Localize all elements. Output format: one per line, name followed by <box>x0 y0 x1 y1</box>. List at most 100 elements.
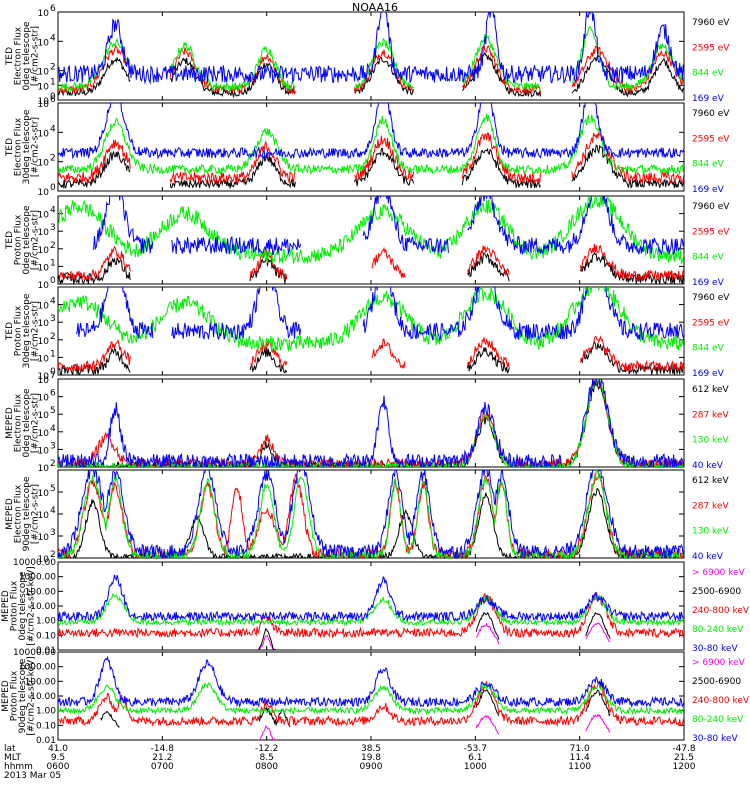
legend-entry: 30-80 keV <box>692 734 738 744</box>
x-tick-mlt: 9.5 <box>51 753 65 763</box>
series-line <box>58 379 684 467</box>
legend-entry: 169 eV <box>692 185 725 195</box>
legend-entry: 612 keV <box>692 385 729 395</box>
y-tick-label: 1.00 <box>36 707 56 717</box>
y-axis-label: MEPED <box>5 407 15 439</box>
y-tick-label: 10 <box>38 511 50 521</box>
y-tick-label: 10 <box>38 446 50 456</box>
legend-entry: 7960 eV <box>692 18 730 28</box>
y-tick-exponent: 0 <box>50 92 56 102</box>
legend-entry: 844 eV <box>692 69 725 79</box>
y-tick-label: 10 <box>38 188 50 198</box>
series-line <box>58 470 684 558</box>
y-axis-label: Electron Flux <box>14 484 24 543</box>
y-tick-label: 10 <box>38 211 50 221</box>
y-tick-label: 10000.00 <box>13 648 56 658</box>
y-tick-label: 10 <box>38 319 50 329</box>
legend-entry: 130 keV <box>692 527 729 537</box>
y-axis-label: Electron Flux <box>14 393 24 452</box>
x-tick-mlt: 21.2 <box>152 753 172 763</box>
y-tick-label: 10 <box>38 533 50 543</box>
chart-title: NOAA16 <box>351 1 399 14</box>
series-line <box>58 43 684 96</box>
y-tick-label: 10 <box>38 302 50 312</box>
legend-entry: 7960 eV <box>692 202 730 212</box>
legend-entry: 240-800 keV <box>692 606 750 616</box>
legend-entry: 7960 eV <box>692 109 730 119</box>
y-tick-label: 10 <box>38 354 50 364</box>
y-tick-exponent: 2 <box>50 332 56 342</box>
x-tick-mlt: 8.5 <box>260 753 274 763</box>
series-line <box>58 196 684 266</box>
series-line <box>58 103 684 160</box>
y-axis-label: Electron Flux <box>14 117 24 176</box>
y-tick-label: 10000.00 <box>13 558 56 568</box>
y-tick-exponent: 3 <box>50 314 56 324</box>
series-line <box>58 574 684 623</box>
y-axis-label: 0deg telescope <box>22 388 32 458</box>
y-axis-label: TED <box>5 138 15 157</box>
y-tick-label: 10 <box>38 9 50 19</box>
y-axis-label: Proton Flux <box>14 214 24 265</box>
series-line <box>93 196 684 256</box>
series-line <box>58 12 684 85</box>
legend-entry: 169 eV <box>692 369 725 379</box>
x-tick-lat: -12.2 <box>255 744 278 754</box>
y-axis-label: Proton Flux <box>10 670 20 721</box>
y-tick-exponent: 5 <box>50 406 56 416</box>
x-tick-mlt: 19.8 <box>361 753 381 763</box>
y-tick-exponent: 0 <box>50 183 56 193</box>
series-line <box>58 379 684 467</box>
legend-entry: 240-800 keV <box>692 696 750 706</box>
legend-entry: 2595 eV <box>692 134 730 144</box>
y-tick-label: 10 <box>38 100 50 110</box>
y-tick-exponent: 0 <box>50 367 56 377</box>
x-tick-lat: 38.5 <box>361 744 381 754</box>
x-axis-label-lat: lat <box>4 744 16 754</box>
y-tick-exponent: 6 <box>50 389 56 399</box>
y-tick-exponent: 5 <box>50 484 56 494</box>
series-line <box>58 130 684 185</box>
x-tick-hhmm: 0800 <box>255 762 278 772</box>
y-axis-label: Electron Flux <box>14 26 24 85</box>
y-tick-label: 10 <box>38 159 50 169</box>
legend-entry: 844 eV <box>692 253 725 263</box>
legend-entry: > 6900 keV <box>692 568 746 578</box>
y-axis-label: [#/cm2-s-str] <box>31 26 41 86</box>
x-tick-hhmm: 0600 <box>47 762 70 772</box>
legend-entry: 2595 eV <box>692 227 730 237</box>
x-tick-hhmm: 1000 <box>464 762 487 772</box>
y-tick-exponent: 6 <box>50 4 56 14</box>
y-tick-label: 10 <box>38 263 50 273</box>
legend-entry: 40 keV <box>692 552 724 562</box>
y-tick-label: 10 <box>38 281 50 291</box>
y-axis-label: [#/cm2-s-str] <box>31 393 41 453</box>
x-tick-mlt: 21.5 <box>674 753 694 763</box>
y-tick-label: 10.00 <box>30 692 56 702</box>
legend-entry: 130 keV <box>692 436 729 446</box>
x-axis-label-mlt: MLT <box>4 753 22 763</box>
y-tick-label: 10 <box>38 82 50 92</box>
y-tick-label: 10 <box>38 228 50 238</box>
x-axis-label-hhmm: hhmm <box>4 762 33 772</box>
x-tick-lat: -53.7 <box>464 744 487 754</box>
legend-entry: 2500-6900 <box>692 677 741 687</box>
y-tick-label: 1000.00 <box>19 663 56 673</box>
y-tick-label: 10 <box>38 246 50 256</box>
y-tick-label: 1000.00 <box>19 573 56 583</box>
y-tick-label: 10 <box>38 555 50 565</box>
y-axis-label: Proton Flux <box>10 580 20 631</box>
y-tick-exponent: 1 <box>50 258 56 268</box>
x-tick-lat: -14.8 <box>151 744 175 754</box>
y-axis-label: 0deg telescope <box>22 205 32 275</box>
legend-entry: 2500-6900 <box>692 587 741 597</box>
y-axis-label: [#/cm2-s-str] <box>31 117 41 177</box>
y-tick-exponent: 1 <box>50 349 56 359</box>
y-axis-label: [#/cm2-s-str-keV] <box>27 566 37 645</box>
series-line <box>100 689 611 728</box>
y-tick-exponent: 7 <box>50 371 56 381</box>
y-tick-exponent: 2 <box>50 241 56 251</box>
y-tick-label: 10.00 <box>30 602 56 612</box>
y-tick-label: 10 <box>38 372 50 382</box>
